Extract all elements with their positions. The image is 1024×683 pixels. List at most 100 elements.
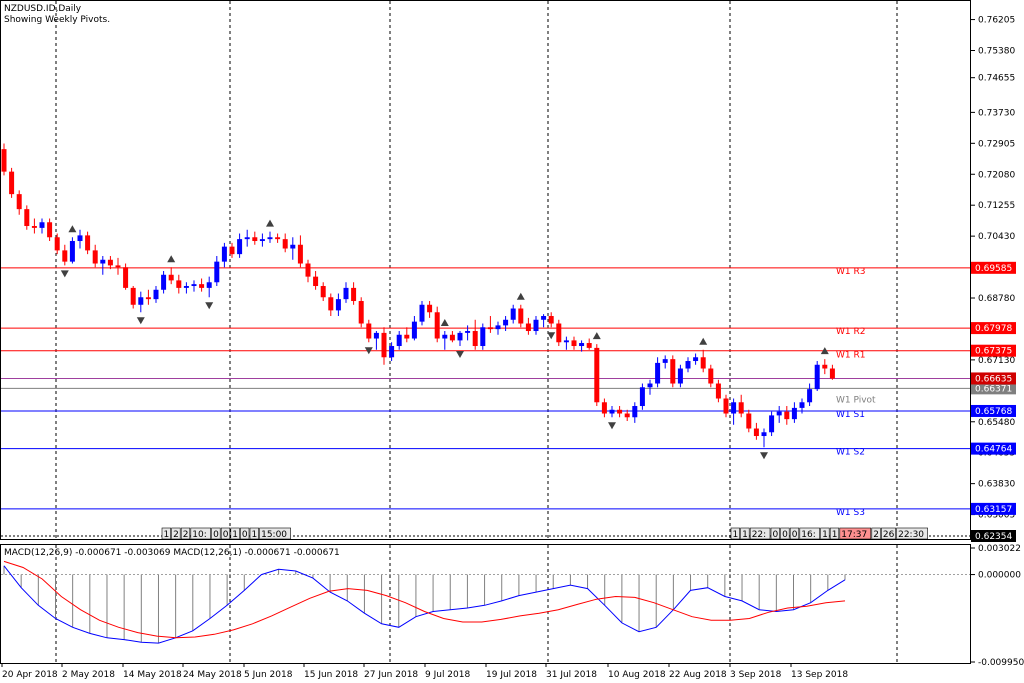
candle[interactable] [579, 340, 585, 352]
candle[interactable] [214, 256, 220, 287]
candle[interactable] [168, 267, 174, 285]
candle[interactable] [161, 271, 167, 294]
candle[interactable] [457, 331, 463, 347]
candle[interactable] [670, 355, 676, 388]
candle[interactable] [518, 304, 524, 328]
candle[interactable] [685, 357, 691, 373]
candle[interactable] [411, 316, 417, 341]
candle[interactable] [305, 259, 311, 283]
candle[interactable] [480, 323, 486, 350]
candle[interactable] [472, 319, 478, 350]
candle[interactable] [586, 338, 592, 350]
candle[interactable] [624, 409, 630, 422]
candle[interactable] [525, 317, 531, 335]
candle[interactable] [107, 256, 113, 270]
candle[interactable] [769, 411, 775, 437]
candle[interactable] [753, 422, 759, 440]
candle[interactable] [252, 231, 258, 245]
candle[interactable] [328, 293, 334, 317]
candle[interactable] [761, 428, 767, 448]
candle[interactable] [85, 231, 91, 255]
candle[interactable] [297, 235, 303, 268]
candle[interactable] [427, 301, 433, 318]
candle[interactable] [373, 331, 379, 350]
candle[interactable] [244, 229, 250, 247]
candle[interactable] [632, 402, 638, 423]
candle[interactable] [123, 263, 129, 290]
candle[interactable] [206, 276, 212, 298]
candle[interactable] [434, 306, 440, 343]
candle[interactable] [267, 231, 273, 243]
candle[interactable] [465, 325, 471, 341]
candle[interactable] [313, 271, 319, 290]
candle[interactable] [31, 218, 37, 234]
candle[interactable] [54, 233, 60, 255]
candle[interactable] [449, 331, 455, 343]
candle[interactable] [723, 394, 729, 418]
candle[interactable] [662, 355, 668, 369]
price-panel[interactable]: W1 R3 W1 R2 W1 R1 W1 Pivot W1 S1 W1 S2 W1 S3 1… [0, 0, 971, 541]
candle[interactable] [700, 349, 706, 373]
candle[interactable] [237, 233, 243, 258]
candle[interactable] [183, 282, 189, 294]
candle[interactable] [791, 402, 797, 423]
candle[interactable] [191, 280, 197, 292]
candle[interactable] [647, 379, 653, 395]
candle[interactable] [693, 353, 699, 365]
candle[interactable] [677, 364, 683, 388]
candle[interactable] [655, 357, 661, 388]
candle[interactable] [77, 229, 83, 249]
candle[interactable] [153, 286, 159, 303]
candle[interactable] [503, 316, 509, 332]
candle[interactable] [130, 286, 136, 309]
candle[interactable] [541, 314, 547, 328]
candle[interactable] [62, 244, 68, 266]
candle[interactable] [358, 297, 364, 328]
candle[interactable] [814, 361, 820, 392]
candle[interactable] [829, 364, 835, 380]
candle[interactable] [404, 327, 410, 343]
macd-axis[interactable]: 0.003022 0.000000 -0.009950 [971, 544, 1024, 668]
candle[interactable] [335, 293, 341, 317]
candle[interactable] [594, 344, 600, 407]
candle[interactable] [69, 237, 75, 264]
candle[interactable] [609, 406, 615, 418]
candle[interactable] [389, 342, 395, 362]
candle[interactable] [259, 233, 265, 247]
candle[interactable] [92, 244, 98, 268]
candle[interactable] [39, 218, 45, 234]
candle[interactable] [396, 331, 402, 350]
candle[interactable] [746, 409, 752, 433]
candle[interactable] [16, 190, 22, 215]
candle[interactable] [366, 319, 372, 343]
candle[interactable] [533, 316, 539, 335]
candle[interactable] [731, 398, 737, 425]
candle[interactable] [145, 289, 151, 305]
candle[interactable] [617, 406, 623, 418]
candle[interactable] [495, 321, 501, 335]
candle[interactable] [282, 233, 288, 253]
candle[interactable] [47, 218, 53, 242]
candle[interactable] [229, 242, 235, 258]
candle[interactable] [556, 319, 562, 347]
candle[interactable] [571, 336, 577, 350]
candle[interactable] [138, 291, 144, 313]
candle[interactable] [290, 237, 296, 260]
candle[interactable] [419, 301, 425, 326]
candle[interactable] [221, 242, 227, 268]
candle[interactable] [320, 282, 326, 302]
candle[interactable] [1, 143, 7, 176]
candle[interactable] [784, 406, 790, 425]
candle[interactable] [100, 256, 106, 275]
macd-panel[interactable]: MACD(12,26,9) -0.000671 -0.003069 MACD(1… [0, 544, 971, 664]
candle[interactable] [639, 383, 645, 410]
candle[interactable] [548, 312, 554, 328]
candle[interactable] [807, 383, 813, 407]
candle[interactable] [24, 205, 30, 230]
candle[interactable] [822, 359, 828, 375]
candle[interactable] [442, 331, 448, 350]
candle[interactable] [199, 278, 205, 292]
candle[interactable] [715, 379, 721, 403]
candle[interactable] [351, 282, 357, 305]
candle[interactable] [487, 316, 493, 333]
